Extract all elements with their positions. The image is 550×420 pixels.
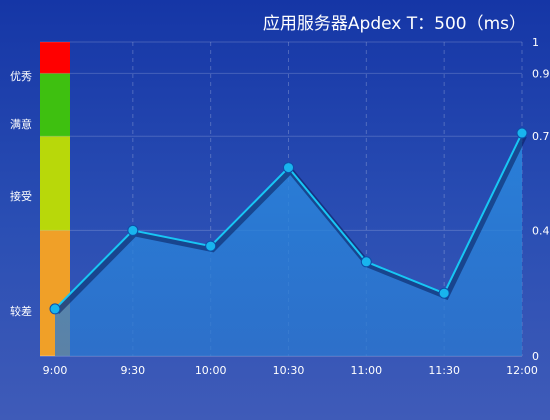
data-point-10:30[interactable] [283,162,294,174]
band-label-4: 优秀 [10,70,32,83]
data-point-12:00[interactable] [516,127,528,139]
band-label-3: 满意 [10,117,32,131]
band-2 [40,136,70,231]
y-tick-label: 1 [532,36,539,49]
data-point-9:00[interactable] [49,303,61,315]
y-tick-label: 0 [532,350,539,363]
x-tick-label: 9:30 [120,364,145,377]
series-area [55,133,522,356]
data-point-11:30[interactable] [438,287,450,299]
x-tick-label: 12:00 [506,364,538,377]
x-tick-label: 9:00 [43,364,68,377]
area-layer [55,133,522,356]
x-axis-ticks: 9:00 9:30 10:00 10:30 11:00 11:30 12:00 [43,364,538,377]
x-tick-label: 11:00 [350,364,382,377]
band-label-2: 接受 [10,190,32,203]
x-tick-label: 11:30 [428,364,460,377]
data-points [49,127,528,315]
y-axis-ticks: 0 0.4 0.7 0.9 1 [532,36,550,363]
data-point-11:00[interactable] [360,256,372,268]
data-point-9:30[interactable] [127,224,139,236]
data-point-10:00[interactable] [205,240,217,252]
band-label-1: 较差 [10,304,32,318]
y-tick-label: 0.9 [532,67,550,80]
y-tick-label: 0.7 [532,130,550,143]
x-tick-label: 10:00 [195,364,227,377]
band-4 [40,42,70,74]
band-3 [40,73,70,137]
y-tick-label: 0.4 [532,224,550,237]
chart-title: 应用服务器Apdex T：500（ms） [263,14,526,34]
x-tick-label: 10:30 [273,364,305,377]
